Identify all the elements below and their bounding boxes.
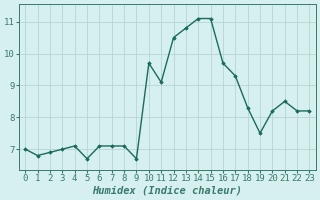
X-axis label: Humidex (Indice chaleur): Humidex (Indice chaleur) <box>92 186 242 196</box>
